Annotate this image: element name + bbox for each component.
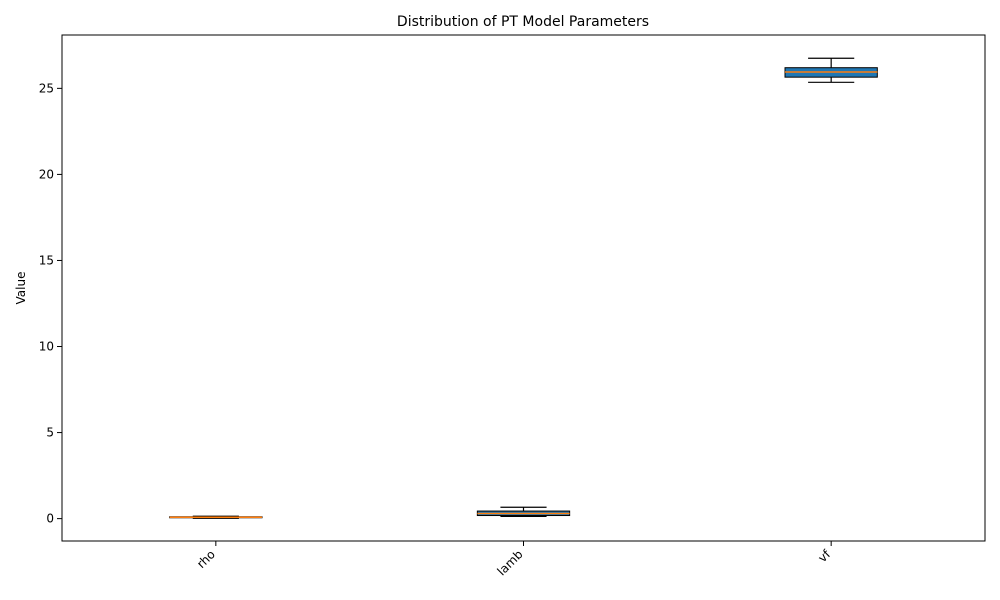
y-tick-label: 0 <box>46 512 54 526</box>
y-tick-label: 5 <box>46 426 54 440</box>
y-tick-label: 10 <box>39 340 54 354</box>
chart-title: Distribution of PT Model Parameters <box>397 14 649 30</box>
y-axis-label: Value <box>14 272 28 305</box>
y-tick-label: 15 <box>39 253 54 267</box>
plot-frame <box>61 34 986 542</box>
y-tick-label: 25 <box>39 81 54 95</box>
y-tick-label: 20 <box>39 167 54 181</box>
